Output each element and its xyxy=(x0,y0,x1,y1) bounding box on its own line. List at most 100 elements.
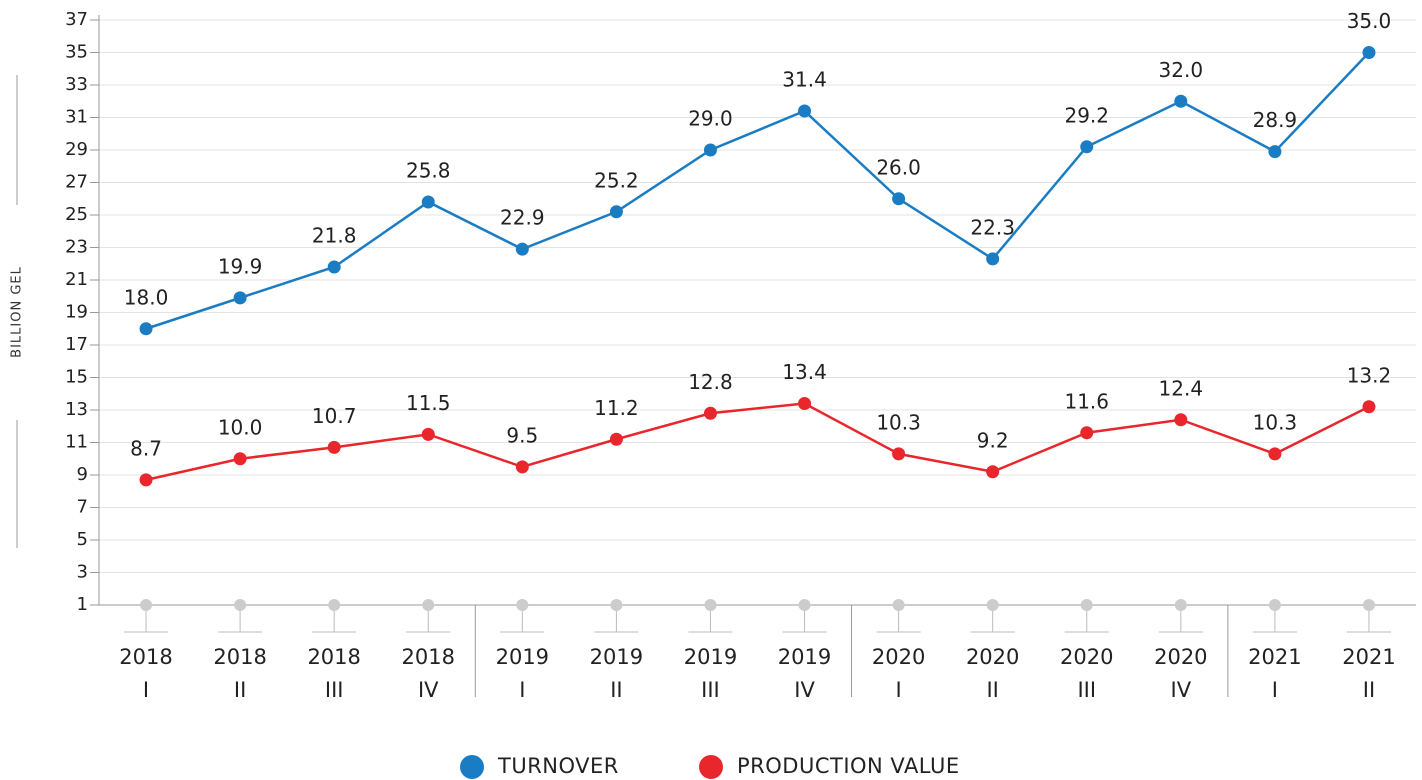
y-tick-label: 31 xyxy=(65,107,88,128)
x-tick-label: I xyxy=(896,678,902,702)
x-tick-label: IV xyxy=(418,678,439,702)
data-label: 29.0 xyxy=(688,107,733,131)
baseline-dot xyxy=(422,599,435,611)
x-tick-label: 2019 xyxy=(684,645,737,669)
x-tick-label: I xyxy=(1272,678,1278,702)
data-label: 13.4 xyxy=(782,360,827,384)
y-tick-label: 11 xyxy=(65,432,88,453)
data-point xyxy=(609,205,623,219)
baseline-dot xyxy=(1268,599,1281,611)
data-point xyxy=(798,104,812,118)
x-tick-label: 2018 xyxy=(307,645,360,669)
data-label: 9.5 xyxy=(506,423,538,447)
data-point xyxy=(703,143,717,157)
data-label: 12.8 xyxy=(688,370,733,394)
baseline-dot xyxy=(140,599,153,611)
data-label: 32.0 xyxy=(1159,58,1204,82)
data-label: 11.2 xyxy=(594,396,639,420)
y-tick-label: 27 xyxy=(65,172,88,193)
data-label: 8.7 xyxy=(130,436,162,460)
x-tick-label: II xyxy=(986,678,998,702)
data-point xyxy=(1362,46,1376,59)
data-label: 13.2 xyxy=(1347,363,1392,387)
y-axis-label: BILLION GEL xyxy=(10,266,25,358)
x-tick-label: III xyxy=(1077,678,1096,702)
data-point xyxy=(515,242,529,256)
data-point xyxy=(421,195,435,209)
x-tick-label: 2020 xyxy=(1154,645,1207,669)
data-label: 25.8 xyxy=(406,159,451,183)
y-tick-label: 33 xyxy=(65,74,88,95)
data-label: 25.2 xyxy=(594,168,639,192)
data-label: 10.3 xyxy=(1253,410,1298,434)
x-tick-label: IV xyxy=(794,678,815,702)
y-tick-label: 29 xyxy=(65,139,88,160)
baseline-dot xyxy=(1174,599,1187,611)
y-tick-label: 37 xyxy=(65,9,88,30)
baseline-dot xyxy=(610,599,623,611)
data-point xyxy=(1268,145,1282,159)
legend-label: PRODUCTION VALUE xyxy=(737,754,960,778)
baseline-dot xyxy=(704,599,717,611)
x-tick-label: 2020 xyxy=(872,645,925,669)
data-point xyxy=(798,397,812,410)
baseline-dot xyxy=(986,599,999,611)
series-line xyxy=(145,51,1370,330)
data-label: 11.5 xyxy=(406,391,451,415)
x-tick-label: 2019 xyxy=(496,645,549,669)
y-tick-label: 9 xyxy=(77,464,88,485)
x-tick-label: II xyxy=(234,678,246,702)
y-tick-label: 15 xyxy=(65,367,88,388)
data-label: 12.4 xyxy=(1159,376,1204,400)
x-tick-label: I xyxy=(143,678,149,702)
x-tick-label: II xyxy=(610,678,622,702)
y-tick-label: 25 xyxy=(65,204,88,225)
x-tick-label: 2019 xyxy=(778,645,831,669)
y-tick-label: 17 xyxy=(65,334,88,355)
data-point xyxy=(421,427,435,441)
data-point xyxy=(327,260,341,274)
data-label: 35.0 xyxy=(1347,9,1392,33)
x-tick-label: 2020 xyxy=(966,645,1019,669)
data-label: 9.2 xyxy=(977,428,1009,452)
data-label: 19.9 xyxy=(218,254,263,278)
data-label: 26.0 xyxy=(876,155,921,179)
x-tick-label: 2018 xyxy=(119,645,172,669)
data-point xyxy=(892,447,906,461)
data-label: 18.0 xyxy=(124,285,169,309)
y-tick-label: 23 xyxy=(65,237,88,258)
data-point xyxy=(1174,413,1188,427)
series-line xyxy=(145,402,1370,482)
data-label: 22.9 xyxy=(500,206,545,230)
data-point xyxy=(515,460,529,474)
baseline-dot xyxy=(234,599,247,611)
data-point xyxy=(233,452,247,466)
x-tick-label: 2018 xyxy=(213,645,266,669)
data-label: 11.6 xyxy=(1064,389,1109,413)
data-label: 29.2 xyxy=(1064,103,1109,127)
x-tick-label: 2018 xyxy=(402,645,455,669)
x-tick-label: III xyxy=(701,678,720,702)
y-tick-label: 3 xyxy=(77,562,88,583)
data-point xyxy=(986,252,1000,266)
data-point xyxy=(609,432,623,446)
baseline-dot xyxy=(516,599,529,611)
data-label: 21.8 xyxy=(312,224,357,248)
x-tick-label: 2021 xyxy=(1248,645,1301,669)
baseline-dot xyxy=(892,599,905,611)
legend-swatch xyxy=(460,755,484,779)
data-point xyxy=(1268,447,1282,461)
baseline-dot xyxy=(328,599,341,611)
x-tick-label: 2021 xyxy=(1342,645,1395,669)
data-label: 10.0 xyxy=(218,415,263,439)
data-point xyxy=(233,291,247,305)
y-tick-label: 35 xyxy=(65,42,88,63)
baseline-dot xyxy=(1080,599,1093,611)
y-tick-label: 13 xyxy=(65,399,88,420)
y-tick-label: 19 xyxy=(65,302,88,323)
x-tick-label: IV xyxy=(1171,678,1192,702)
data-point xyxy=(327,440,341,454)
data-point xyxy=(1174,94,1188,108)
y-tick-label: 21 xyxy=(65,269,88,290)
